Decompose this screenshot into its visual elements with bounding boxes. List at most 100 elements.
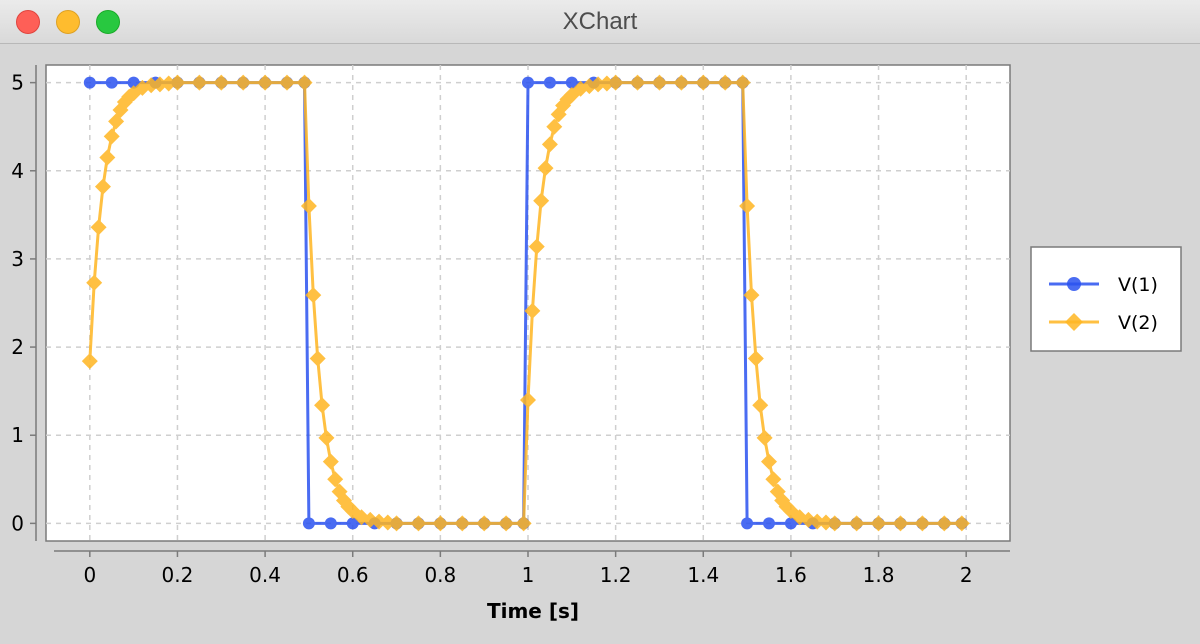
y-tick-label: 0 [11, 511, 24, 535]
data-point [90, 219, 107, 236]
data-point [191, 74, 208, 91]
chart-svg: 0 0.2 0.4 0.6 0.8 1 1.2 1.4 1.6 1.8 2 0 1 2 3 4 5 Time [… [11, 64, 1182, 623]
data-point [756, 429, 773, 446]
data-point [800, 511, 817, 528]
data-point [763, 517, 775, 530]
series-2 [81, 74, 970, 532]
data-point [629, 74, 646, 91]
data-point [515, 515, 532, 532]
y-tick-label: 2 [11, 335, 24, 359]
data-point [826, 515, 843, 532]
data-point [747, 350, 764, 367]
series-layer [81, 74, 970, 532]
data-point [86, 274, 103, 291]
maximize-window-button[interactable] [96, 10, 120, 34]
data-point [103, 128, 120, 145]
data-point [432, 515, 449, 532]
data-point [116, 94, 133, 111]
data-point [953, 515, 970, 532]
x-tick-label: 0 [83, 563, 96, 587]
data-point [695, 74, 712, 91]
data-point [673, 74, 690, 91]
x-axis-title: Time [s] [487, 599, 579, 623]
data-point [314, 397, 331, 414]
data-point [309, 350, 326, 367]
data-point [752, 397, 769, 414]
data-point [160, 75, 177, 92]
data-point [543, 76, 556, 89]
data-point [743, 287, 760, 304]
data-point [782, 503, 799, 520]
data-point [476, 515, 493, 532]
data-point [550, 106, 567, 123]
data-point [257, 74, 274, 91]
data-point [324, 517, 337, 530]
x-tick-label: 1.8 [863, 563, 895, 587]
data-point [524, 302, 541, 319]
x-tick-label: 2 [960, 563, 973, 587]
data-point [305, 287, 322, 304]
data-point [322, 453, 339, 470]
data-point [344, 503, 361, 520]
data-point [127, 76, 140, 89]
legend-label: V(2) [1118, 312, 1158, 334]
data-point [327, 471, 344, 488]
legend: V(1) V(2) [1030, 246, 1182, 352]
y-tick-label: 3 [11, 247, 24, 271]
legend-marker [1065, 313, 1083, 331]
data-point [318, 429, 335, 446]
data-point [83, 76, 96, 89]
data-point [784, 517, 797, 530]
data-point [870, 515, 887, 532]
data-point [362, 511, 379, 528]
x-tick-label: 1 [522, 563, 535, 587]
y-tick-label: 4 [11, 159, 24, 183]
x-tick-label: 1.6 [775, 563, 807, 587]
data-point [717, 74, 734, 91]
legend-box [1030, 246, 1182, 352]
x-tick-label: 0.8 [424, 563, 456, 587]
data-point [94, 178, 111, 195]
data-point [533, 192, 550, 209]
data-point [892, 515, 909, 532]
data-point [739, 198, 756, 215]
data-point [546, 118, 563, 135]
legend-item: V(2) [1049, 312, 1158, 334]
axes: 0 0.2 0.4 0.6 0.8 1 1.2 1.4 1.6 1.8 2 0 1 2 3 4 5 [11, 65, 1010, 587]
data-point [651, 74, 668, 91]
data-point [528, 238, 545, 255]
data-point [914, 515, 931, 532]
x-tick-label: 1.4 [687, 563, 719, 587]
close-window-button[interactable] [16, 10, 40, 34]
data-point [734, 74, 751, 91]
data-point [169, 74, 186, 91]
y-tick-label: 1 [11, 423, 24, 447]
data-point [537, 160, 554, 177]
y-tick-label: 5 [11, 71, 24, 95]
data-point [741, 517, 754, 530]
data-point [498, 515, 515, 532]
window-titlebar: XChart [0, 0, 1200, 44]
data-point [99, 149, 116, 166]
data-point [235, 74, 252, 91]
chart-container: 0 0.2 0.4 0.6 0.8 1 1.2 1.4 1.6 1.8 2 0 1 2 3 4 5 Time [… [0, 44, 1200, 644]
data-point [112, 101, 129, 118]
data-point [300, 198, 317, 215]
x-tick-label: 0.6 [337, 563, 369, 587]
data-point [607, 74, 624, 91]
window-title: XChart [562, 8, 638, 35]
legend-marker [1067, 277, 1081, 291]
data-point [279, 74, 295, 91]
data-point [541, 136, 558, 153]
legend-label: V(1) [1118, 274, 1158, 296]
data-point [936, 515, 953, 532]
data-point [213, 74, 230, 91]
data-point [761, 453, 777, 470]
data-point [388, 515, 405, 532]
data-point [410, 515, 427, 532]
data-point [522, 76, 534, 89]
data-point [848, 515, 865, 532]
data-point [598, 75, 615, 92]
minimize-window-button[interactable] [56, 10, 80, 34]
data-point [520, 391, 536, 408]
